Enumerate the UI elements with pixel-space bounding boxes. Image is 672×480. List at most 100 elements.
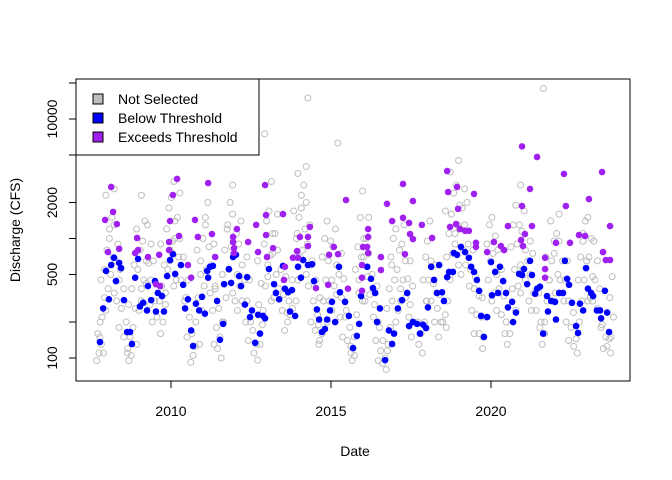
point-not-selected — [450, 189, 458, 197]
point-not-selected — [217, 354, 225, 362]
point-exceeds-threshold — [279, 210, 287, 218]
point-below-threshold — [195, 307, 203, 314]
point-not-selected — [351, 351, 359, 359]
point-not-selected — [395, 246, 403, 254]
point-not-selected — [98, 313, 106, 321]
point-below-threshold — [261, 314, 269, 322]
point-not-selected — [447, 210, 455, 218]
point-exceeds-threshold — [330, 243, 338, 251]
point-not-selected — [442, 323, 450, 331]
point-not-selected — [269, 230, 277, 238]
point-below-threshold — [335, 263, 343, 271]
point-below-threshold — [596, 307, 604, 314]
point-not-selected — [547, 217, 555, 225]
point-below-threshold — [96, 338, 104, 346]
point-exceeds-threshold — [254, 248, 262, 256]
point-not-selected — [215, 304, 223, 312]
point-below-threshold — [134, 255, 142, 263]
point-exceeds-threshold — [405, 219, 413, 227]
y-tick-label: 500 — [44, 263, 60, 287]
point-exceeds-threshold — [263, 253, 271, 261]
point-not-selected — [526, 237, 534, 245]
y-tick-label: 2000 — [44, 187, 60, 218]
point-not-selected — [315, 340, 323, 348]
point-below-threshold — [603, 309, 611, 316]
point-below-threshold — [438, 288, 446, 296]
point-not-selected — [461, 185, 469, 193]
point-exceeds-threshold — [155, 251, 163, 259]
point-below-threshold — [369, 284, 377, 292]
point-below-threshold — [355, 320, 363, 328]
point-exceeds-threshold — [187, 274, 195, 281]
point-below-threshold — [139, 299, 147, 307]
point-not-selected — [382, 366, 390, 374]
point-below-threshold — [601, 287, 609, 295]
point-below-threshold — [107, 261, 115, 269]
point-below-threshold — [531, 290, 539, 298]
point-below-threshold — [241, 301, 249, 308]
point-not-selected — [323, 217, 331, 225]
point-not-selected — [556, 276, 564, 284]
point-exceeds-threshold — [541, 254, 549, 262]
point-not-selected — [153, 313, 161, 321]
point-not-selected — [170, 282, 178, 290]
point-not-selected — [514, 282, 522, 290]
point-not-selected — [506, 330, 514, 338]
point-exceeds-threshold — [483, 248, 491, 256]
point-not-selected — [463, 199, 471, 207]
point-not-selected — [284, 318, 292, 326]
point-exceeds-threshold — [470, 190, 478, 198]
point-not-selected — [591, 276, 599, 284]
point-not-selected — [372, 337, 380, 345]
point-below-threshold — [572, 322, 580, 330]
point-not-selected — [451, 240, 459, 248]
point-not-selected — [249, 326, 257, 334]
point-exceeds-threshold — [312, 284, 320, 292]
point-below-threshold — [275, 295, 283, 303]
point-not-selected — [211, 285, 219, 293]
point-not-selected — [415, 340, 423, 348]
point-not-selected — [294, 169, 302, 177]
point-not-selected — [392, 225, 400, 233]
point-not-selected — [193, 246, 201, 254]
point-exceeds-threshold — [165, 238, 173, 246]
point-below-threshold — [184, 295, 192, 303]
point-not-selected — [441, 311, 449, 319]
point-below-threshold — [115, 259, 123, 267]
point-not-selected — [319, 297, 327, 305]
legend-label: Not Selected — [118, 91, 198, 107]
point-exceeds-threshold — [281, 263, 289, 271]
point-below-threshold — [499, 277, 507, 285]
point-below-threshold — [315, 316, 323, 323]
point-below-threshold — [177, 261, 185, 269]
point-below-threshold — [321, 325, 329, 333]
point-not-selected — [229, 181, 237, 189]
point-not-selected — [512, 201, 520, 209]
point-not-selected — [570, 342, 578, 350]
point-below-threshold — [367, 275, 375, 283]
point-exceeds-threshold — [175, 232, 183, 240]
point-not-selected — [550, 249, 558, 257]
point-not-selected — [321, 235, 329, 242]
point-exceeds-threshold — [269, 244, 277, 252]
point-below-threshold — [225, 265, 233, 273]
point-not-selected — [93, 357, 101, 365]
point-not-selected — [260, 240, 268, 248]
point-not-selected — [331, 225, 339, 233]
point-below-threshold — [235, 272, 243, 280]
point-not-selected — [295, 213, 303, 221]
point-below-threshold — [179, 281, 187, 289]
point-not-selected — [493, 306, 501, 314]
point-not-selected — [532, 306, 540, 314]
x-axis-label: Date — [340, 443, 370, 459]
point-not-selected — [327, 237, 335, 245]
point-not-selected — [254, 356, 262, 364]
point-not-selected — [598, 321, 606, 329]
point-not-selected — [309, 297, 317, 305]
point-not-selected — [137, 285, 145, 293]
point-exceeds-threshold — [293, 247, 301, 255]
point-below-threshold — [99, 305, 107, 312]
point-not-selected — [243, 253, 251, 261]
point-below-threshold — [326, 307, 334, 314]
point-not-selected — [501, 330, 509, 338]
